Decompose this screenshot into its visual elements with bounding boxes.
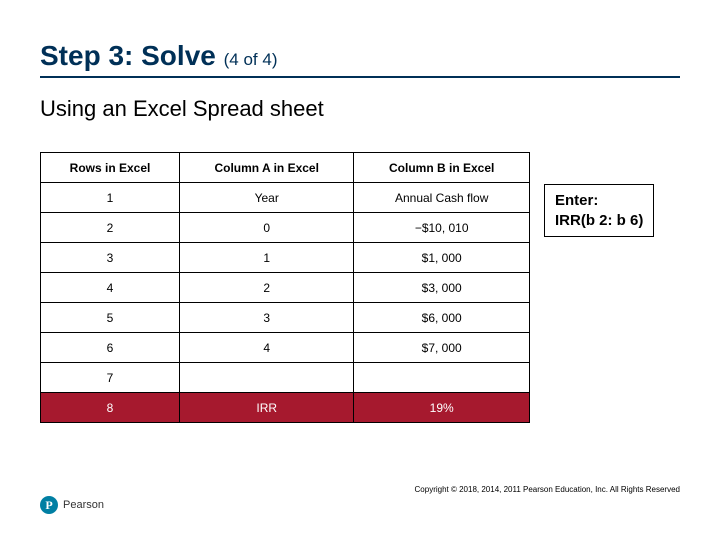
table-header-row: Rows in Excel Column A in Excel Column B… bbox=[41, 153, 530, 183]
pearson-logo: P Pearson bbox=[40, 496, 104, 514]
callout-line1: Enter: bbox=[555, 192, 598, 209]
table-cell: $7, 000 bbox=[354, 333, 530, 363]
title-main: Step 3: Solve bbox=[40, 40, 224, 71]
table-cell: IRR bbox=[180, 393, 354, 423]
table-cell: −$10, 010 bbox=[354, 213, 530, 243]
table-cell: 0 bbox=[180, 213, 354, 243]
table-cell: $6, 000 bbox=[354, 303, 530, 333]
table-row: 31$1, 000 bbox=[41, 243, 530, 273]
content-row: Rows in Excel Column A in Excel Column B… bbox=[40, 152, 680, 423]
col-header: Column B in Excel bbox=[354, 153, 530, 183]
table-cell bbox=[180, 363, 354, 393]
copyright-text: Copyright © 2018, 2014, 2011 Pearson Edu… bbox=[415, 485, 680, 494]
table-cell: Year bbox=[180, 183, 354, 213]
table-row: 20−$10, 010 bbox=[41, 213, 530, 243]
title-underline bbox=[40, 76, 680, 78]
table-cell: 4 bbox=[41, 273, 180, 303]
table-cell: 2 bbox=[41, 213, 180, 243]
table-cell: 4 bbox=[180, 333, 354, 363]
table-cell: $1, 000 bbox=[354, 243, 530, 273]
table-cell: 1 bbox=[180, 243, 354, 273]
formula-callout: Enter: IRR(b 2: b 6) bbox=[544, 184, 654, 237]
col-header: Column A in Excel bbox=[180, 153, 354, 183]
subtitle: Using an Excel Spread sheet bbox=[40, 96, 680, 122]
pearson-logo-text: Pearson bbox=[63, 499, 104, 511]
table-cell: 19% bbox=[354, 393, 530, 423]
table-row: 42$3, 000 bbox=[41, 273, 530, 303]
table-cell: 6 bbox=[41, 333, 180, 363]
table-cell: 3 bbox=[41, 243, 180, 273]
table-cell: 3 bbox=[180, 303, 354, 333]
title-sub: (4 of 4) bbox=[224, 50, 278, 69]
table-row: 53$6, 000 bbox=[41, 303, 530, 333]
callout-line2: IRR(b 2: b 6) bbox=[555, 212, 643, 229]
table-cell: $3, 000 bbox=[354, 273, 530, 303]
table-cell: 7 bbox=[41, 363, 180, 393]
table-cell: Annual Cash flow bbox=[354, 183, 530, 213]
col-header: Rows in Excel bbox=[41, 153, 180, 183]
table-row: 7 bbox=[41, 363, 530, 393]
table-row: 64$7, 000 bbox=[41, 333, 530, 363]
table-cell bbox=[354, 363, 530, 393]
table-row: 8IRR19% bbox=[41, 393, 530, 423]
table-cell: 1 bbox=[41, 183, 180, 213]
table-cell: 8 bbox=[41, 393, 180, 423]
table-cell: 5 bbox=[41, 303, 180, 333]
excel-table: Rows in Excel Column A in Excel Column B… bbox=[40, 152, 530, 423]
table-cell: 2 bbox=[180, 273, 354, 303]
table-row: 1YearAnnual Cash flow bbox=[41, 183, 530, 213]
pearson-logo-icon: P bbox=[40, 496, 58, 514]
step-title: Step 3: Solve (4 of 4) bbox=[40, 40, 680, 72]
